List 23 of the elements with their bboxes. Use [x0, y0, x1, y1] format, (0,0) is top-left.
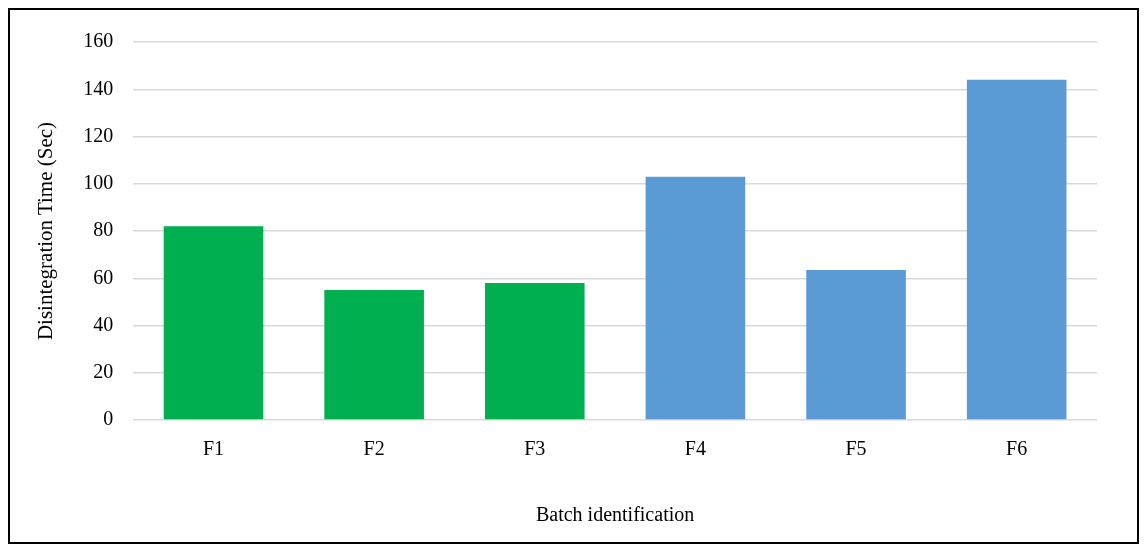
y-tick-label: 80: [93, 218, 114, 241]
y-tick-label: 160: [83, 29, 114, 52]
bar: [645, 176, 746, 420]
y-tick-label: 120: [83, 123, 114, 146]
bar: [163, 226, 264, 420]
x-tick-label: F5: [845, 437, 867, 460]
y-tick-label: 100: [83, 171, 114, 193]
bar: [324, 290, 424, 420]
bar: [806, 269, 906, 420]
bar: [966, 79, 1067, 420]
x-tick-label: F3: [524, 437, 546, 460]
y-tick-label: 20: [93, 360, 114, 382]
y-tick-label: 140: [83, 76, 114, 99]
x-tick-label: F4: [684, 437, 706, 460]
y-tick-label: 40: [93, 312, 114, 335]
y-axis-title: Disintegration Time (Sec): [33, 121, 58, 341]
y-tick-label: 0: [103, 407, 114, 430]
x-axis-title: Batch identification: [535, 503, 695, 526]
bar: [484, 282, 585, 420]
x-tick-label: F1: [202, 437, 225, 460]
x-tick-label: F6: [1006, 437, 1028, 460]
y-tick-label: 60: [93, 265, 114, 288]
x-tick-label: F2: [363, 437, 385, 460]
